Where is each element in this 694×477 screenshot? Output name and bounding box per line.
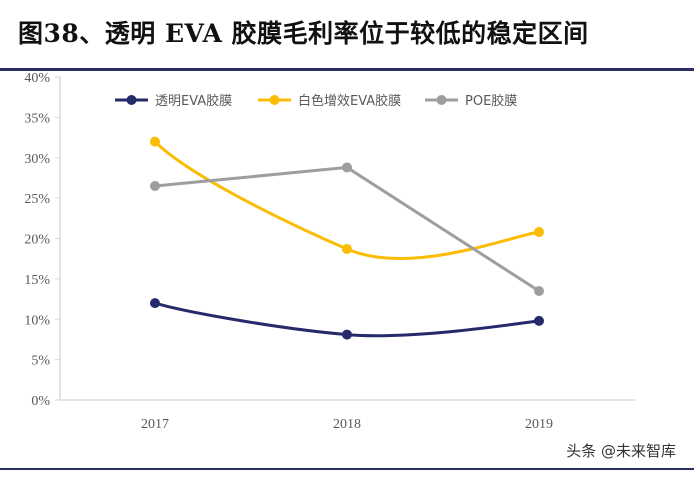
data-point	[534, 285, 544, 296]
legend-marker	[269, 95, 280, 105]
x-tick-label: 2017	[141, 417, 169, 432]
data-point	[150, 181, 160, 192]
data-point	[150, 136, 160, 147]
legend-marker	[126, 95, 137, 105]
series-line	[154, 165, 540, 293]
bottom-divider	[0, 468, 694, 470]
y-tick-label: 30%	[24, 152, 50, 167]
x-tick-label: 2019	[525, 417, 553, 432]
data-point	[342, 243, 352, 254]
watermark: 头条 @未来智库	[566, 442, 676, 460]
data-point	[342, 329, 352, 340]
figure-title: 图38、透明 EVA 胶膜毛利率位于较低的稳定区间	[18, 19, 589, 48]
data-point	[534, 315, 544, 326]
title-divider	[0, 68, 694, 71]
y-tick-label: 35%	[24, 111, 50, 126]
y-tick-label: 25%	[24, 192, 50, 207]
y-tick-label: 10%	[24, 313, 50, 328]
data-point	[342, 162, 352, 173]
legend-label: 透明EVA胶膜	[155, 93, 232, 109]
data-point	[534, 227, 544, 238]
series-line	[153, 140, 540, 260]
data-point	[150, 298, 160, 309]
y-tick-label: 20%	[24, 233, 50, 248]
legend-label: 白色增效EVA胶膜	[298, 93, 401, 109]
y-tick-label: 5%	[31, 354, 50, 369]
y-tick-label: 40%	[24, 71, 50, 86]
y-tick-label: 0%	[31, 394, 50, 409]
x-tick-label: 2018	[333, 417, 361, 432]
legend-marker	[436, 95, 447, 105]
legend-label: POE胶膜	[465, 93, 517, 109]
y-tick-label: 15%	[24, 273, 50, 288]
